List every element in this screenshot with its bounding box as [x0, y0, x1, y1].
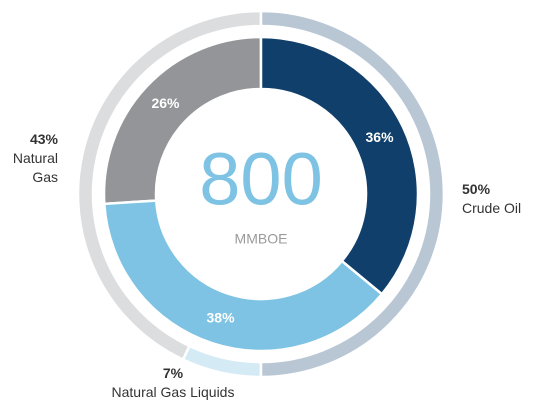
segment-label: 36%	[366, 129, 395, 145]
outer-label: 50% Crude Oil	[462, 180, 542, 218]
ring-segment	[181, 344, 263, 379]
center-label: MMBOE	[235, 231, 288, 247]
segment-label: 26%	[151, 95, 180, 111]
center-value: 800	[199, 138, 322, 221]
ring-segment	[102, 199, 384, 353]
segment-label: 38%	[207, 309, 236, 325]
category-label: Natural Gas Liquids	[111, 384, 235, 400]
outer-value-label: 50%	[462, 181, 491, 197]
ring-segment	[259, 35, 420, 296]
outer-value-label: 43%	[29, 131, 58, 147]
outer-label: 7% Natural Gas Liquids	[92, 364, 254, 401]
ring-segment	[259, 9, 446, 379]
outer-value-label: 7%	[162, 365, 184, 381]
category-label: Crude Oil	[462, 200, 522, 216]
outer-label: 43% Natural Gas	[3, 130, 58, 187]
category-label: Natural Gas	[12, 150, 58, 185]
